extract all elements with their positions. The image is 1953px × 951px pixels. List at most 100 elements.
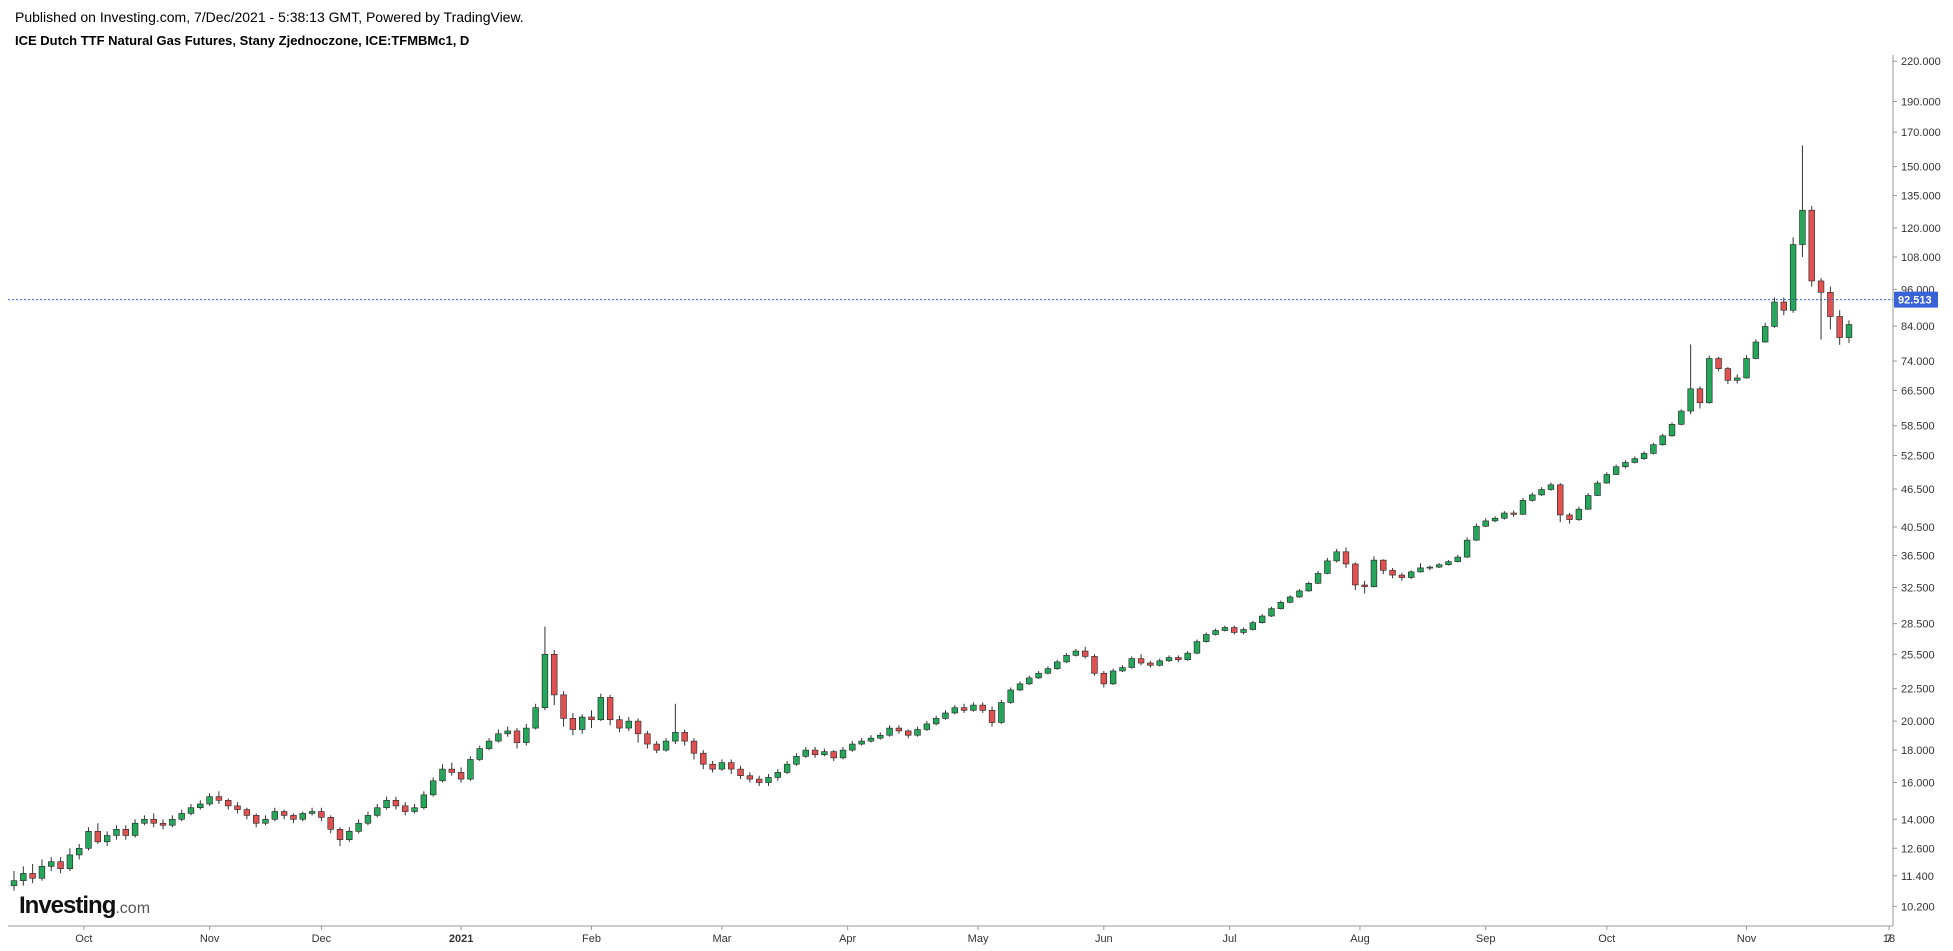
candle [476,745,483,762]
candle-body [1668,424,1676,437]
candle [1612,464,1620,476]
candle [1380,559,1387,575]
candle-body [252,815,260,824]
candle [57,857,64,874]
candle [420,791,428,810]
candle-body [1808,209,1815,282]
candle-body [206,796,213,805]
candle [1342,547,1350,568]
candle-body [1072,650,1080,656]
candle [485,738,493,751]
candle-body [141,818,148,824]
candle [374,803,381,818]
candle [66,848,74,872]
candle [616,715,623,733]
candle-body [1342,551,1350,565]
candle [718,759,726,771]
candle [858,738,865,746]
x-tick-label: Dec [312,933,332,945]
candle [234,802,241,814]
candle-body [1091,656,1098,674]
published-info: Published on Investing.com, 7/Dec/2021 -… [15,9,524,25]
candle [336,827,344,847]
candle-body [1212,630,1219,635]
x-tick-label: Oct [75,933,92,945]
candle [1594,480,1601,497]
candle [1305,581,1312,592]
candle-body [942,712,949,719]
candle [1286,595,1294,604]
candle [541,626,549,711]
candle [1538,487,1545,497]
candle [1473,523,1480,541]
x-tick-label: 7 [1886,933,1892,945]
candle [1501,511,1508,520]
candle [1585,493,1592,510]
candle-body [402,805,409,812]
candle-body [1184,652,1191,661]
candle [215,791,223,804]
candle-body [1529,494,1536,501]
candle-body [225,799,232,807]
candle-body [1305,582,1312,592]
candle [1696,386,1704,409]
candle-body [1445,561,1452,566]
candle [327,815,334,834]
candle-body [616,719,623,729]
candle [1044,666,1052,675]
candle [85,827,92,851]
y-tick-label: 66.500 [1901,385,1935,397]
candle-body [932,718,940,725]
candle [318,807,325,822]
y-tick-label: 14.000 [1901,814,1935,826]
candle [1547,482,1555,491]
candle [644,730,651,749]
candle-body [1417,567,1424,573]
candle [839,747,847,760]
candle [1817,278,1825,340]
candle-body [662,740,670,751]
candle [1659,433,1666,446]
candle [681,729,688,746]
candle-body [355,822,362,832]
candle [1231,625,1238,635]
candle-body [1585,495,1592,510]
candle-body [634,720,642,735]
candle [206,793,213,806]
candle-body [960,707,968,711]
candle-body [1547,484,1555,490]
candle-body [1752,341,1760,359]
candle [1314,571,1322,585]
candle [1258,614,1266,624]
candle-body [243,809,251,816]
candle-body [38,866,46,879]
candle-body [1193,641,1201,654]
candle-body [1082,650,1089,657]
x-tick-label: Jun [1095,933,1113,945]
candle [1203,632,1210,643]
candle-body [821,751,828,756]
candle-body [1352,563,1359,586]
candle [1491,516,1499,523]
candle [1510,510,1517,517]
candle [960,703,968,713]
candle [1324,557,1331,575]
candle [998,699,1005,724]
candle [383,796,390,810]
candle-body [1221,627,1229,631]
candle [141,815,148,826]
candle [1808,205,1815,287]
candle-body [1612,466,1620,475]
candle-body [1231,627,1238,633]
candle [1109,668,1117,686]
y-tick-label: 11.400 [1901,871,1934,883]
candle [1193,639,1201,655]
candle-body [709,763,716,770]
candle [252,813,260,828]
candle-body [1594,482,1601,496]
candle [187,803,195,816]
candle [94,823,102,844]
candle-body [1603,474,1611,484]
x-tick-label: Oct [1598,933,1615,945]
